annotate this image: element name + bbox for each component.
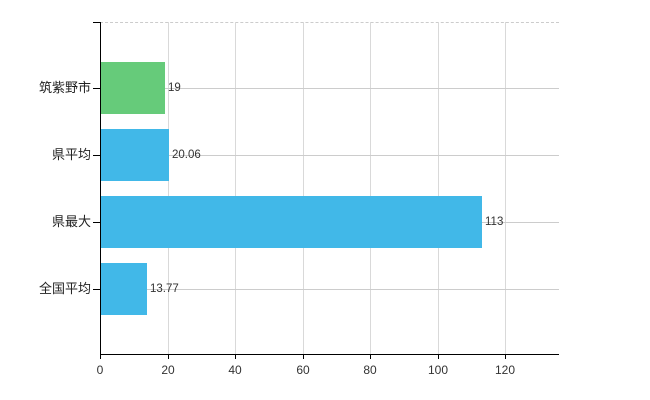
x-tick-label: 100 <box>427 363 449 377</box>
gridline-vertical <box>505 22 506 354</box>
x-axis-tick <box>168 355 169 359</box>
bar-value-label: 13.77 <box>150 283 179 295</box>
x-axis-tick <box>235 355 236 359</box>
category-label: 県最大 <box>51 214 91 229</box>
x-tick-label: 40 <box>228 363 242 377</box>
gridline-horizontal <box>100 155 559 156</box>
y-axis-top-tick <box>93 22 100 23</box>
x-axis-tick <box>303 355 304 359</box>
bar-value-label: 19 <box>168 82 181 94</box>
category-tick <box>93 155 100 156</box>
gridline-horizontal <box>100 289 559 290</box>
bar-value-label: 20.06 <box>172 149 201 161</box>
x-axis-tick <box>505 355 506 359</box>
category-tick <box>93 222 100 223</box>
gridline-vertical <box>303 22 304 354</box>
bar <box>101 196 482 248</box>
gridline-vertical <box>235 22 236 354</box>
x-axis-line <box>100 354 559 355</box>
x-tick-label: 60 <box>296 363 310 377</box>
x-tick-label: 0 <box>96 363 104 377</box>
category-tick <box>93 289 100 290</box>
category-tick <box>93 88 100 89</box>
category-label: 全国平均 <box>38 281 91 296</box>
y-axis-line <box>100 22 101 354</box>
category-label: 筑紫野市 <box>38 80 91 95</box>
gridline-vertical <box>370 22 371 354</box>
x-tick-label: 20 <box>161 363 175 377</box>
bar <box>101 62 165 114</box>
category-label: 県平均 <box>51 147 91 162</box>
x-axis-tick <box>370 355 371 359</box>
bar <box>101 263 147 315</box>
gridline-vertical <box>438 22 439 354</box>
x-axis-tick <box>100 355 101 359</box>
plot-top-border <box>100 22 559 23</box>
bar <box>101 129 169 181</box>
gridline-horizontal <box>100 88 559 89</box>
gridline-vertical <box>168 22 169 354</box>
x-tick-label: 80 <box>363 363 377 377</box>
x-axis-tick <box>438 355 439 359</box>
x-tick-label: 120 <box>494 363 516 377</box>
bar-value-label: 113 <box>485 216 504 228</box>
